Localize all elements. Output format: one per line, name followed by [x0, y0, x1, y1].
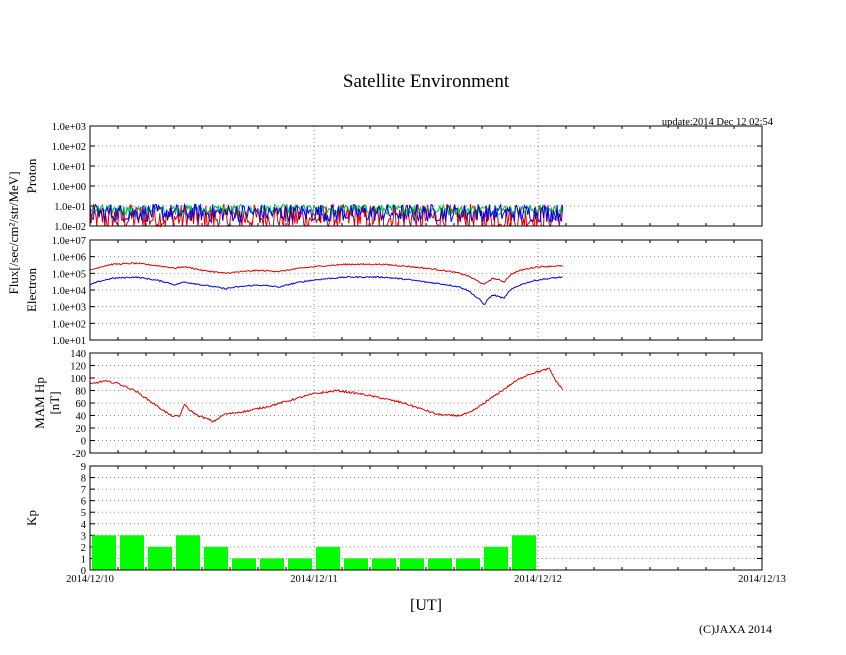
y-tick-label: 3: [81, 531, 86, 542]
kp-bar: [512, 535, 536, 570]
kp-bar: [484, 546, 508, 570]
y-tick-label: 5: [81, 508, 86, 519]
y-tick-label: 4: [81, 520, 87, 531]
y-tick-label: 140: [70, 349, 86, 360]
kp-bar: [204, 546, 228, 570]
copyright: (C)JAXA 2014: [699, 622, 772, 636]
y-tick-label: 2: [81, 543, 86, 554]
y-axis-label: Electron: [24, 267, 39, 312]
series-hp: [89, 367, 564, 423]
y-tick-label: 1.0e+03: [52, 122, 86, 133]
x-axis-label: [UT]: [410, 597, 442, 614]
y-tick-label: 1.0e+02: [52, 319, 86, 330]
y-tick-label: 0: [81, 437, 86, 448]
kp-bar: [316, 546, 340, 570]
y-tick-label: 60: [76, 399, 87, 410]
y-tick-label: 6: [81, 497, 86, 508]
x-tick-label: 2014/12/11: [290, 574, 337, 585]
series-proton-ch1: [89, 203, 564, 228]
y-tick-label: 9: [81, 462, 86, 473]
y-tick-label: -20: [72, 449, 86, 460]
y-tick-label: 120: [70, 362, 86, 373]
y-tick-label: 20: [76, 424, 87, 435]
panel-frame: [89, 352, 763, 454]
y-tick-label: 80: [76, 387, 87, 398]
series-proton-ch3: [89, 202, 564, 224]
panel-frame: [89, 125, 763, 227]
kp-bar: [176, 535, 200, 570]
panels: 1.0e-021.0e-011.0e+001.0e+011.0e+021.0e+…: [6, 122, 786, 585]
kp-bar: [120, 535, 144, 570]
y-tick-label: 1.0e+07: [52, 236, 86, 247]
kp-bar: [372, 558, 396, 570]
kp-bar: [148, 546, 172, 570]
kp-bar: [344, 558, 368, 570]
panel-frame: [89, 465, 763, 571]
kp-bar: [400, 558, 424, 570]
x-tick-label: 2014/12/13: [738, 574, 786, 585]
kp-bar: [92, 535, 116, 570]
y-tick-label: 1.0e+06: [52, 253, 86, 264]
y-tick-label: 8: [81, 474, 86, 485]
panel-frame: [89, 239, 763, 341]
kp-bar: [456, 558, 480, 570]
panel-proton: 1.0e-02 1.0e-01 1.0e+00 1.0e+01 1.0e+02 1.0e+…: [24, 122, 763, 233]
flux-axis-label: Flux[/sec/cm²/str/MeV]: [6, 171, 21, 294]
kp-bar: [260, 558, 284, 570]
y-tick-label: 1.0e+01: [52, 162, 86, 173]
y-axis-label: Proton: [24, 158, 39, 193]
y-tick-label: 1.0e+01: [52, 336, 86, 347]
y-axis-label: Kp: [24, 510, 39, 526]
y-tick-label: 1.0e+03: [52, 303, 86, 314]
kp-bar: [288, 558, 312, 570]
series-electron-low: [89, 262, 563, 285]
y-axis-label: MAM Hp: [32, 377, 47, 429]
y-tick-label: 7: [81, 485, 86, 496]
y-tick-label: 0: [81, 566, 86, 577]
y-tick-label: 1.0e+05: [52, 269, 86, 280]
series-electron-high: [89, 275, 563, 305]
y-tick-label: 1.0e-02: [54, 222, 86, 233]
update-timestamp: update:2014 Dec 12 02:54: [662, 117, 774, 128]
x-tick-label: 2014/12/10: [66, 574, 114, 585]
kp-bar: [232, 558, 256, 570]
y-tick-label: 40: [76, 412, 87, 423]
chart-title: Satellite Environment: [343, 71, 510, 92]
y-tick-label: 100: [70, 374, 86, 385]
kp-bar: [428, 558, 452, 570]
y-tick-label: 1.0e+04: [52, 286, 87, 297]
y-tick-label: 1.0e-01: [54, 202, 86, 213]
y-tick-label: 1.0e+00: [52, 182, 86, 193]
y-tick-label: 1: [81, 554, 86, 565]
panel-electron: 1.0e+01 1.0e+02 1.0e+03 1.0e+04 1.0e+05 1.0e+…: [24, 236, 763, 347]
y-tick-label: 1.0e+02: [52, 142, 86, 153]
y-axis-unit: [nT]: [47, 391, 62, 414]
x-tick-label: 2014/12/12: [514, 574, 562, 585]
